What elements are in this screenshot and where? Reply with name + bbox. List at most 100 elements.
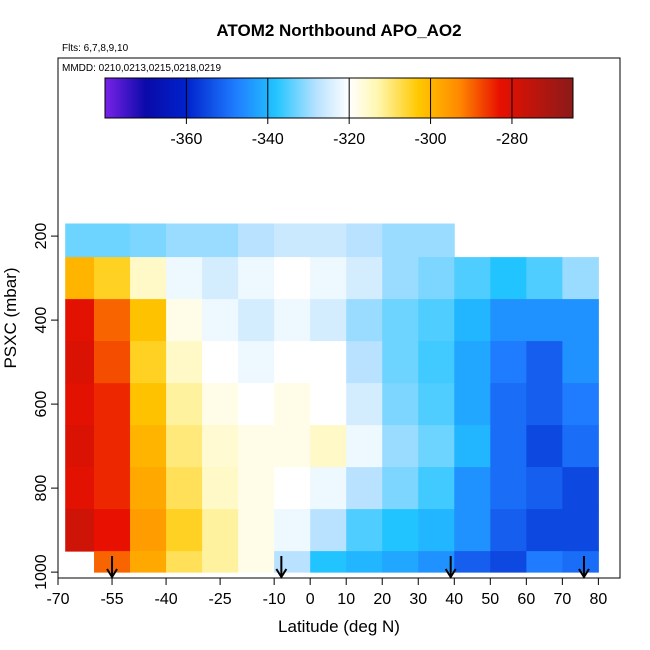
heat-cell: [346, 341, 383, 384]
heat-cell: [454, 383, 491, 426]
heat-cell: [562, 425, 599, 468]
y-tick-label: 200: [33, 223, 50, 250]
heat-cell: [562, 509, 599, 552]
heat-cell: [238, 223, 275, 258]
heat-cell: [454, 299, 491, 342]
heat-cell: [526, 383, 563, 426]
heat-cell: [274, 551, 311, 573]
heat-cell: [454, 551, 491, 573]
heat-cell: [238, 467, 275, 510]
heat-cell: [65, 383, 95, 426]
x-tick-label: -70: [46, 591, 69, 608]
x-tick-label: 60: [517, 591, 535, 608]
heat-cell: [490, 551, 527, 573]
heat-cell: [562, 257, 599, 300]
colorbar-tick-label: -360: [170, 131, 202, 148]
heat-cell: [346, 509, 383, 552]
heat-cell: [166, 551, 203, 573]
x-tick-label: 80: [589, 591, 607, 608]
heat-cell: [94, 223, 131, 258]
y-tick-label: 400: [33, 307, 50, 334]
heat-cell: [310, 467, 347, 510]
heat-cell: [65, 341, 95, 384]
heat-cell: [238, 383, 275, 426]
heat-cell: [490, 425, 527, 468]
y-tick-label: 800: [33, 475, 50, 502]
colorbar-tick-label: -340: [252, 131, 284, 148]
heat-cell: [418, 223, 455, 258]
heat-cell: [526, 341, 563, 384]
plot-frame: [57, 57, 621, 579]
heat-cell: [454, 341, 491, 384]
heat-cell: [94, 383, 131, 426]
heat-cell: [238, 425, 275, 468]
x-tick-label: 70: [553, 591, 571, 608]
heat-cell: [526, 551, 563, 573]
heat-cell: [526, 509, 563, 552]
flights-note: Flts: 6,7,8,9,10: [62, 43, 129, 54]
heat-cell: [166, 341, 203, 384]
heat-cell: [346, 551, 383, 573]
heat-cell: [382, 223, 419, 258]
y-axis-label: PSXC (mbar): [1, 267, 20, 368]
heat-cell: [490, 509, 527, 552]
heat-cell: [490, 467, 527, 510]
heat-cell: [274, 257, 311, 300]
heat-cell: [346, 383, 383, 426]
colorbar: [104, 77, 574, 119]
x-tick-label: -25: [209, 591, 232, 608]
heat-cell: [562, 551, 599, 573]
heat-cell: [238, 341, 275, 384]
heat-cell: [166, 467, 203, 510]
heat-cell: [166, 223, 203, 258]
heat-cell: [382, 551, 419, 573]
x-tick-label: -10: [263, 591, 286, 608]
heat-cell: [346, 223, 383, 258]
heat-cell: [346, 257, 383, 300]
heat-cell: [202, 223, 239, 258]
heat-cell: [274, 341, 311, 384]
heat-cell: [274, 425, 311, 468]
heat-cell: [65, 257, 95, 300]
heat-cell: [418, 257, 455, 300]
heat-cell: [418, 341, 455, 384]
heat-cell: [382, 509, 419, 552]
heat-cell: [418, 551, 455, 573]
heat-cell: [418, 467, 455, 510]
heat-cell: [310, 299, 347, 342]
heat-cell: [130, 257, 167, 300]
heat-cell: [202, 383, 239, 426]
heat-cell: [382, 425, 419, 468]
heat-cell: [166, 299, 203, 342]
chart-title: ATOM2 Northbound APO_AO2: [216, 21, 461, 40]
heat-cell: [418, 383, 455, 426]
heat-cell: [94, 257, 131, 300]
x-tick-label: 0: [306, 591, 315, 608]
y-tick-label: 600: [33, 391, 50, 418]
heat-cell: [454, 425, 491, 468]
heat-cell: [526, 425, 563, 468]
heat-cell: [65, 299, 95, 342]
x-tick-label: -40: [155, 591, 178, 608]
heat-cell: [166, 425, 203, 468]
heat-cell: [202, 551, 239, 573]
heat-cell: [274, 299, 311, 342]
arrow: [578, 556, 590, 579]
x-tick-label: 50: [481, 591, 499, 608]
heat-cell: [130, 467, 167, 510]
heat-cell: [65, 223, 95, 258]
heat-cell: [166, 257, 203, 300]
heat-cell: [94, 341, 131, 384]
heat-cell: [310, 509, 347, 552]
heat-cell: [454, 467, 491, 510]
heat-cell: [65, 425, 95, 468]
heat-cell: [238, 299, 275, 342]
x-tick-label: -55: [100, 591, 123, 608]
heat-cell: [382, 299, 419, 342]
heat-cell: [94, 509, 131, 552]
heat-cell: [274, 383, 311, 426]
arrow: [275, 556, 288, 579]
heat-cell: [346, 299, 383, 342]
heat-cell: [202, 257, 239, 300]
heat-cell: [94, 299, 131, 342]
